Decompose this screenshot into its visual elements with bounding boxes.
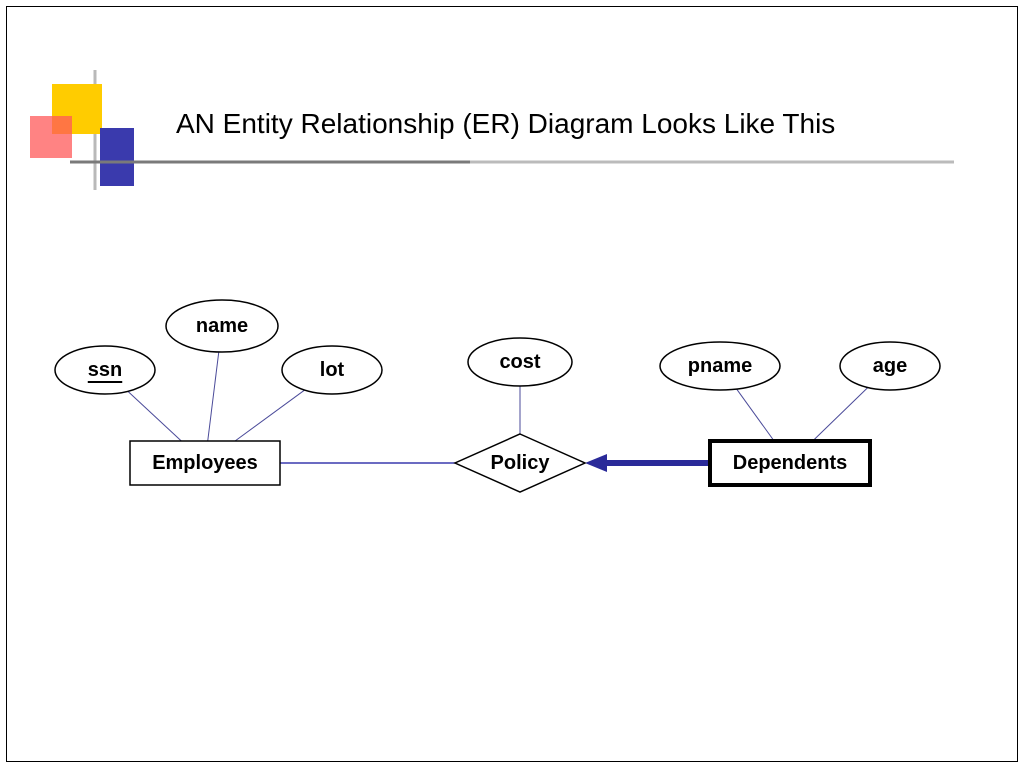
node-label-ssn: ssn (88, 359, 122, 381)
er-diagram: ssn name lot cost pname age Employees Policy Dep… (0, 0, 1024, 768)
node-pname: pname (660, 342, 780, 390)
node-dependents: Dependents (710, 441, 870, 485)
node-label-lot: lot (320, 359, 345, 381)
node-label-pname: pname (688, 355, 752, 377)
node-label-policy: Policy (491, 452, 551, 474)
node-label-employees: Employees (152, 452, 258, 474)
edge-name-employees (208, 352, 219, 441)
node-employees: Employees (130, 441, 280, 485)
node-lot: lot (282, 346, 382, 394)
node-label-name: name (196, 315, 248, 337)
node-label-dependents: Dependents (733, 452, 847, 474)
node-policy: Policy (455, 434, 585, 492)
edge-pname-dependents (737, 389, 774, 441)
edge-ssn-employees (128, 391, 181, 441)
node-label-age: age (873, 355, 907, 377)
edge-lot-employees (235, 390, 305, 441)
arrowhead-icon (585, 454, 607, 472)
node-cost: cost (468, 338, 572, 386)
node-ssn: ssn (55, 346, 155, 394)
node-age: age (840, 342, 940, 390)
node-label-cost: cost (499, 351, 540, 373)
edge-age-dependents (813, 388, 868, 441)
node-name: name (166, 300, 278, 352)
